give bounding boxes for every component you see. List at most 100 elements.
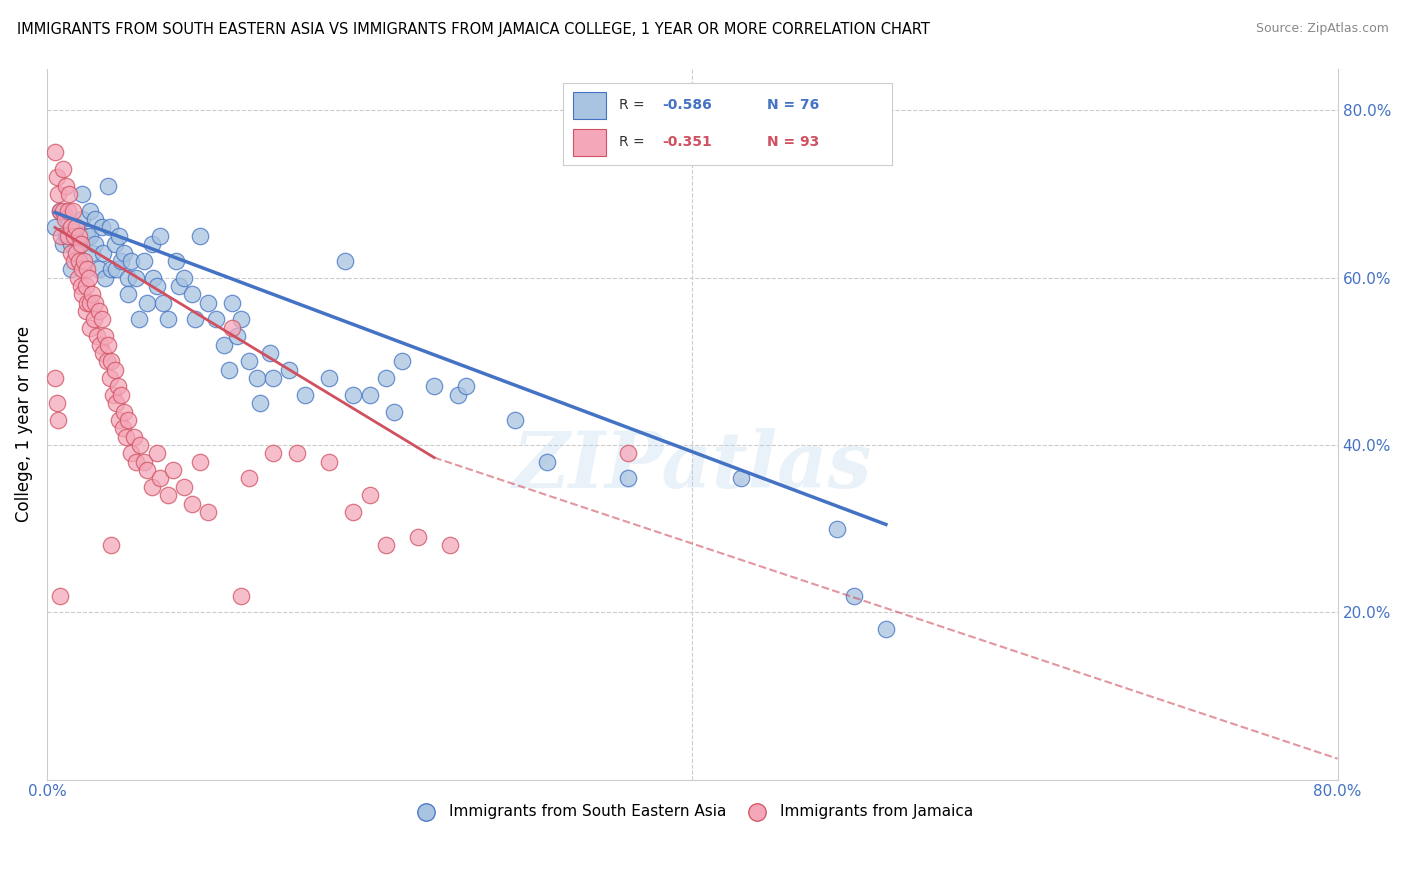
Point bbox=[145, 446, 167, 460]
Text: Source: ZipAtlas.com: Source: ZipAtlas.com bbox=[1256, 22, 1389, 36]
Point bbox=[156, 312, 179, 326]
Point bbox=[221, 295, 243, 310]
Point bbox=[218, 362, 240, 376]
Point bbox=[105, 262, 128, 277]
Point bbox=[80, 287, 103, 301]
Point bbox=[107, 379, 129, 393]
Point bbox=[259, 346, 281, 360]
Point bbox=[447, 388, 470, 402]
Point bbox=[96, 354, 118, 368]
Point bbox=[67, 254, 90, 268]
Legend: Immigrants from South Eastern Asia, Immigrants from Jamaica: Immigrants from South Eastern Asia, Immi… bbox=[405, 798, 980, 825]
Point bbox=[423, 379, 446, 393]
Point bbox=[60, 245, 83, 260]
Point bbox=[49, 203, 72, 218]
Point bbox=[132, 254, 155, 268]
Point bbox=[842, 589, 865, 603]
Point bbox=[108, 413, 131, 427]
Point bbox=[98, 220, 121, 235]
Point bbox=[104, 362, 127, 376]
Point bbox=[80, 245, 103, 260]
Point bbox=[76, 295, 98, 310]
Point bbox=[79, 228, 101, 243]
Point bbox=[221, 321, 243, 335]
Point bbox=[53, 212, 76, 227]
Point bbox=[84, 212, 107, 227]
Point bbox=[44, 220, 66, 235]
Point bbox=[536, 455, 558, 469]
Point bbox=[162, 463, 184, 477]
Point bbox=[46, 186, 69, 201]
Point bbox=[142, 270, 165, 285]
Point bbox=[62, 203, 84, 218]
Point bbox=[52, 237, 75, 252]
Point bbox=[262, 371, 284, 385]
Point bbox=[44, 145, 66, 160]
Point bbox=[66, 270, 89, 285]
Point bbox=[79, 203, 101, 218]
Point bbox=[827, 522, 849, 536]
Point bbox=[197, 295, 219, 310]
Point bbox=[49, 203, 72, 218]
Point bbox=[294, 388, 316, 402]
Point bbox=[67, 237, 90, 252]
Point bbox=[100, 262, 122, 277]
Point bbox=[55, 178, 77, 193]
Point bbox=[115, 429, 138, 443]
Point bbox=[90, 312, 112, 326]
Point bbox=[342, 505, 364, 519]
Point bbox=[45, 170, 67, 185]
Point bbox=[60, 220, 83, 235]
Point bbox=[83, 312, 105, 326]
Point bbox=[101, 388, 124, 402]
Point bbox=[374, 371, 396, 385]
Point bbox=[93, 346, 115, 360]
Point bbox=[76, 228, 98, 243]
Y-axis label: College, 1 year or more: College, 1 year or more bbox=[15, 326, 32, 522]
Point bbox=[229, 312, 252, 326]
Point bbox=[132, 455, 155, 469]
Point bbox=[72, 212, 94, 227]
Point bbox=[456, 379, 478, 393]
Point bbox=[120, 254, 142, 268]
Point bbox=[112, 404, 135, 418]
Point bbox=[335, 254, 357, 268]
Point bbox=[73, 254, 96, 268]
Point bbox=[52, 161, 75, 176]
Point bbox=[63, 254, 86, 268]
Point bbox=[238, 354, 260, 368]
Point bbox=[84, 237, 107, 252]
Point bbox=[391, 354, 413, 368]
Point bbox=[149, 228, 172, 243]
Point bbox=[181, 287, 204, 301]
Point bbox=[49, 589, 72, 603]
Point bbox=[117, 270, 139, 285]
Point bbox=[108, 228, 131, 243]
Point bbox=[129, 438, 152, 452]
Point bbox=[120, 446, 142, 460]
Point bbox=[229, 589, 252, 603]
Point bbox=[124, 455, 146, 469]
Point bbox=[67, 254, 90, 268]
Point bbox=[104, 237, 127, 252]
Point bbox=[72, 262, 94, 277]
Point bbox=[56, 212, 79, 227]
Point bbox=[173, 480, 195, 494]
Point bbox=[87, 262, 110, 277]
Point bbox=[135, 295, 157, 310]
Point bbox=[439, 538, 461, 552]
Point bbox=[60, 262, 83, 277]
Point bbox=[97, 178, 120, 193]
Point bbox=[382, 404, 405, 418]
Point bbox=[188, 228, 211, 243]
Point bbox=[285, 446, 308, 460]
Point bbox=[72, 287, 94, 301]
Point bbox=[141, 237, 163, 252]
Point bbox=[277, 362, 299, 376]
Point bbox=[100, 538, 122, 552]
Point bbox=[359, 488, 381, 502]
Point bbox=[173, 270, 195, 285]
Point bbox=[94, 329, 117, 343]
Point bbox=[156, 488, 179, 502]
Point bbox=[246, 371, 269, 385]
